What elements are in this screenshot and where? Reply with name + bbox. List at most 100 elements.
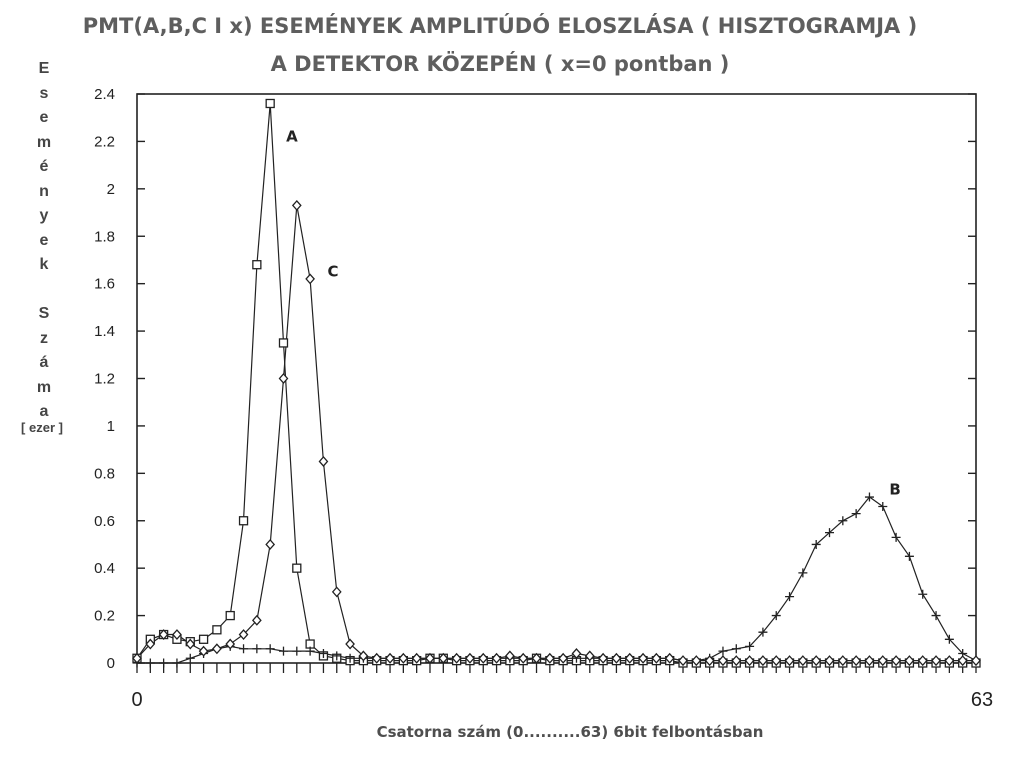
data-point-a (238, 516, 249, 526)
data-point-c (758, 655, 768, 667)
data-point-c (278, 373, 289, 384)
data-point-c (132, 652, 142, 664)
data-point-b (878, 502, 888, 512)
y-tick-label: 1.4 (94, 323, 115, 340)
y-tick-label: 1.6 (94, 276, 115, 293)
data-point-c (345, 638, 355, 650)
data-point-b (239, 644, 249, 654)
data-point-b (811, 539, 821, 549)
y-axis-label-letter: á (39, 354, 49, 371)
data-point-c (385, 652, 395, 664)
data-point-a (198, 634, 209, 644)
data-point-c (451, 652, 462, 664)
data-point-b (944, 634, 954, 644)
data-point-c (638, 652, 648, 664)
data-point-c (358, 650, 369, 662)
data-point-b (918, 589, 928, 599)
series-line-c (136, 205, 976, 662)
y-tick-label: 0.6 (94, 513, 115, 530)
data-point-c (398, 652, 409, 664)
y-axis-label-letter: é (39, 158, 49, 175)
y-tick-label: 0.8 (94, 465, 115, 482)
data-point-c (238, 629, 249, 641)
data-point-c (544, 652, 555, 664)
data-point-c (917, 655, 928, 667)
data-point-b (332, 651, 342, 661)
y-axis-unit: [ ezer ] (21, 420, 63, 435)
curve-label-b: B (889, 481, 900, 499)
data-point-b (785, 592, 795, 602)
data-point-c (251, 614, 262, 626)
data-point-b (838, 516, 848, 526)
data-point-c (718, 655, 728, 667)
data-point-c (371, 652, 382, 664)
plot-frame (136, 93, 977, 664)
data-point-b (891, 532, 901, 542)
data-point-c (651, 652, 662, 664)
data-point-b (825, 528, 835, 538)
data-point-c (505, 650, 515, 662)
data-point-c (731, 655, 742, 667)
data-point-b (278, 646, 288, 656)
data-point-b (931, 611, 941, 621)
data-point-b (185, 653, 195, 663)
y-tick-label: 1.2 (94, 371, 115, 388)
data-point-c (691, 655, 702, 667)
data-point-c (851, 655, 862, 667)
y-axis-label-letter: a (39, 403, 49, 420)
data-point-b (904, 551, 914, 561)
data-point-a (225, 610, 235, 621)
data-point-c (491, 652, 502, 664)
data-point-c (957, 655, 968, 667)
data-point-c (145, 638, 156, 650)
data-point-c (305, 273, 315, 285)
y-axis-label-letter: m (36, 133, 52, 151)
data-point-b (172, 658, 182, 668)
x-tick-label: 0 (131, 689, 142, 711)
x-tick-label: 63 (971, 689, 993, 711)
y-axis-label-letter: S (38, 305, 50, 322)
x-axis-label: Csatorna szám (0..........63) 6bit felbo… (376, 723, 764, 741)
data-point-c (438, 652, 449, 664)
data-point-c (571, 648, 582, 659)
data-point-c (558, 652, 569, 664)
data-point-b (305, 646, 315, 656)
data-point-b (758, 627, 768, 637)
data-point-b (292, 646, 302, 656)
data-point-c (891, 655, 901, 667)
data-point-b (159, 658, 169, 668)
y-axis-label-letter: k (39, 256, 49, 273)
chart-title-line1: PMT(A,B,C I x) ESEMÉNYEK AMPLITÚDÓ ELOSZ… (82, 14, 918, 38)
data-point-c (265, 538, 276, 550)
curve-label-c: C (327, 263, 338, 281)
data-point-c (331, 586, 342, 598)
data-point-c (518, 652, 529, 664)
data-point-c (611, 652, 622, 664)
data-point-c (158, 629, 169, 641)
y-tick-label: 2.4 (94, 86, 115, 103)
data-point-c (971, 655, 981, 667)
data-point-c (944, 655, 955, 667)
data-point-c (811, 655, 822, 667)
data-point-b (345, 653, 355, 663)
data-point-c (784, 655, 795, 667)
data-point-c (478, 652, 489, 664)
data-point-c (185, 638, 196, 650)
data-point-b (145, 658, 155, 668)
y-axis-label-letter: s (39, 84, 49, 102)
series-line-a (136, 103, 976, 664)
data-point-c (931, 655, 941, 667)
data-point-c (584, 650, 595, 662)
y-axis-label-letter: e (39, 231, 49, 249)
data-point-b (745, 641, 755, 651)
data-point-b (718, 646, 728, 656)
y-tick-label: 1.8 (94, 228, 115, 245)
data-point-b (318, 649, 328, 659)
data-point-a (252, 260, 262, 270)
data-point-c (798, 655, 808, 667)
data-point-c (225, 638, 236, 650)
y-tick-label: 2.2 (94, 133, 115, 150)
y-tick-label: 0 (107, 655, 115, 672)
data-point-c (212, 643, 222, 655)
